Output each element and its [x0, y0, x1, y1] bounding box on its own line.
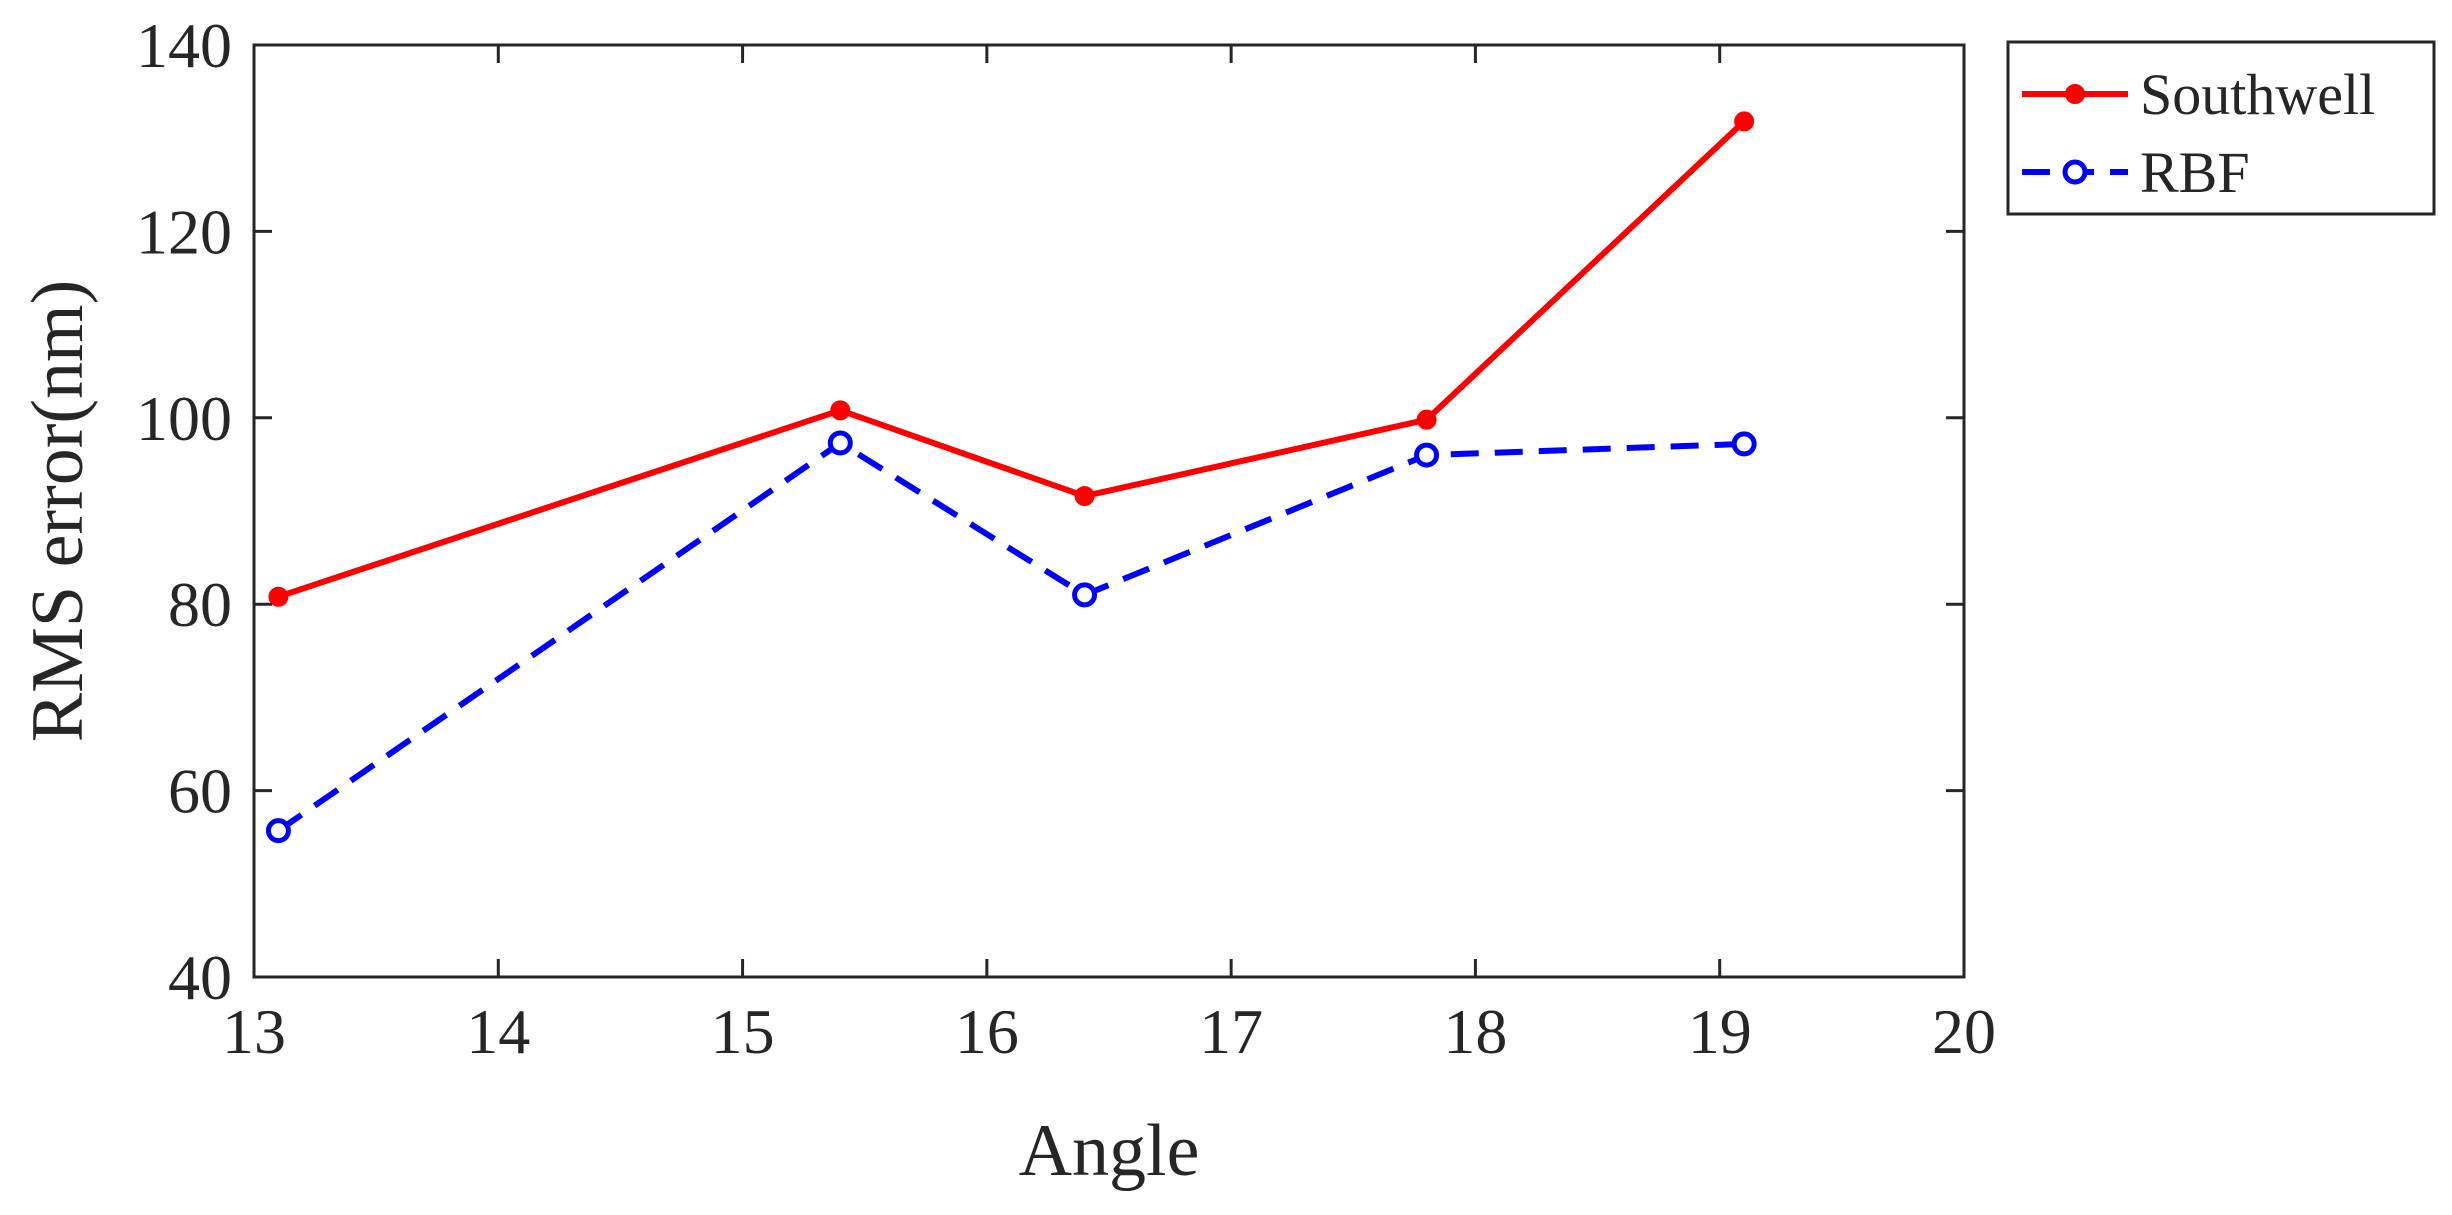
data-point-southwell	[1734, 111, 1755, 132]
x-tick-label: 20	[1932, 996, 1996, 1067]
legend-label-southwell: Southwell	[2140, 62, 2375, 127]
series-rbf	[265, 430, 1757, 844]
y-tick-label: 120	[136, 196, 232, 267]
x-tick-label: 14	[466, 996, 530, 1067]
data-point-southwell	[830, 400, 851, 421]
x-tick-label: 18	[1443, 996, 1507, 1067]
series-southwell	[268, 111, 1755, 607]
data-point-southwell	[1074, 486, 1095, 507]
chart-marks	[265, 111, 1757, 844]
data-point-southwell	[268, 586, 289, 607]
chart-legend: Southwell RBF	[2006, 40, 2436, 216]
y-tick-label: 40	[168, 942, 232, 1013]
x-tick-label: 16	[955, 996, 1019, 1067]
legend-entries: Southwell RBF	[2022, 62, 2375, 205]
data-point-rbf	[827, 430, 853, 456]
y-tick-label: 80	[168, 569, 232, 640]
legend-marker-rbf	[2062, 159, 2088, 185]
legend-item-southwell: Southwell	[2022, 62, 2375, 127]
legend-marker-southwell	[2065, 84, 2085, 104]
x-tick-label: 15	[711, 996, 775, 1067]
data-point-rbf	[1072, 582, 1098, 608]
y-tick-label: 60	[168, 756, 232, 827]
series-line-rbf	[276, 440, 1745, 834]
y-tick-label: 140	[136, 10, 232, 81]
x-tick-label: 17	[1199, 996, 1263, 1067]
x-tick-label: 19	[1688, 996, 1752, 1067]
data-point-rbf	[265, 818, 291, 844]
series-line-southwell	[277, 119, 1747, 600]
x-axis-label: Angle	[1019, 1110, 1200, 1192]
plot-area-frame	[252, 43, 1966, 979]
y-axis-label: RMS error(nm)	[17, 280, 99, 742]
legend-box	[2006, 40, 2436, 216]
data-point-southwell	[1416, 409, 1437, 430]
legend-item-rbf: RBF	[2022, 140, 2250, 205]
legend-label-rbf: RBF	[2140, 140, 2250, 205]
axis-ticks: 13 14 15 16 17 18 19 20 40 60 80 100 120 140	[136, 10, 1996, 1067]
y-tick-label: 100	[136, 383, 232, 454]
data-point-rbf	[1731, 431, 1757, 457]
data-point-rbf	[1414, 442, 1440, 468]
x-tick-label: 13	[222, 996, 286, 1067]
